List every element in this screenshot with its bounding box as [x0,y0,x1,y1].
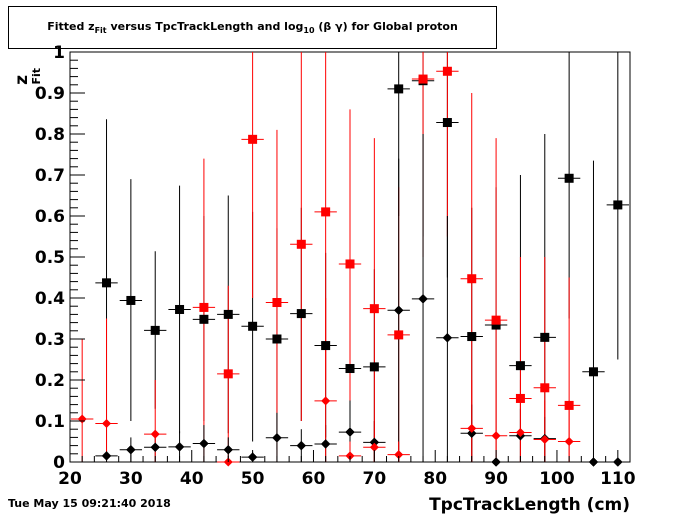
axis-layer: TpcTrackLength (cm) z Fit 20 30 40 50 60 70 80… [12,43,636,514]
data-point-square [126,295,136,305]
data-point-diamond [491,431,501,441]
title-subscript-10: 10 [303,26,315,36]
x-tick-label: 100 [539,469,575,489]
data-point-square [515,361,525,371]
data-point-square [248,321,258,331]
data-point-square [199,314,209,324]
data-point-diamond [320,439,331,449]
y-tick-label: 0.6 [35,207,65,227]
data-point-square [418,74,428,84]
data-point-square [199,302,209,312]
data-point-square [613,200,623,210]
data-point-square [564,173,574,183]
data-point-diamond [272,432,282,443]
x-tick-label: 110 [600,469,636,489]
data-point-square [442,66,452,76]
y-tick-label: 0.1 [35,412,65,432]
data-point-square [272,298,282,308]
title-subscript-fit: Fit [94,26,107,36]
x-tick-label: 40 [180,469,204,489]
data-point-square [345,364,355,374]
data-point-square [588,367,598,377]
data-point-diamond [223,444,234,455]
data-point-diamond [321,396,331,406]
data-point-square [467,274,477,284]
y-tick-label: 0.8 [35,125,65,145]
data-point-square [321,207,331,217]
x-tick-label: 80 [423,469,447,489]
data-point-square [491,315,501,325]
title-middle: versus TpcTrackLength and log [106,20,304,33]
data-point-square [223,309,233,319]
data-point-diamond [418,293,428,304]
data-point-diamond [150,429,160,439]
data-point-square [272,334,282,344]
timestamp: Tue May 15 09:21:40 2018 [8,497,171,510]
data-point-square [150,325,160,335]
title-suffix: (β γ) for Global proton [314,20,458,33]
data-point-square [296,239,306,249]
data-point-diamond [540,434,550,444]
data-point-diamond [394,450,404,460]
y-tick-label: 0.7 [35,166,65,186]
x-tick-label: 60 [302,469,326,489]
y-tick-label: 0.3 [35,330,65,350]
data-point-square [223,369,233,379]
chart-title: Fitted zFit versus TpcTrackLength and lo… [9,20,496,35]
data-point-square [515,393,525,403]
x-tick-label: 20 [58,469,82,489]
y-tick-label: 0.9 [35,84,65,104]
data-point-diamond [442,332,453,343]
y-tick-label: 0.5 [35,248,65,268]
chart-title-box: Fitted zFit versus TpcTrackLength and lo… [8,6,497,49]
x-tick-label: 50 [241,469,265,489]
data-point-diamond [296,440,307,451]
x-tick-label: 70 [363,469,387,489]
data-point-square [564,400,574,410]
data-point-diamond [150,442,161,453]
data-point-diamond [515,427,525,437]
x-axis-title: TpcTrackLength (cm) [429,495,630,514]
data-point-diamond [345,427,355,437]
data-point-square [369,304,379,314]
y-axis-title-main: z [12,75,32,85]
y-tick-label: 1 [53,43,65,63]
y-tick-label: 0.2 [35,371,65,391]
data-point-diamond [345,451,355,461]
error-bar-layer [71,52,629,463]
data-point-diamond [467,423,477,433]
y-tick-label: 0 [53,453,65,473]
x-tick-label: 90 [484,469,508,489]
data-point-square [175,304,185,314]
data-point-square [394,330,404,340]
data-point-square [540,332,550,342]
data-point-diamond [466,428,477,439]
data-point-square [102,278,112,288]
data-point-square [491,320,501,330]
data-point-square [394,84,404,94]
y-axis-title-subscript: Fit [30,68,43,85]
y-tick-label: 0.4 [35,289,65,309]
title-prefix: Fitted z [47,20,95,33]
data-point-square [345,259,355,269]
data-point-square [540,383,550,393]
data-point-diamond [174,441,185,452]
data-point-diamond [102,418,112,428]
data-point-diamond [77,414,87,424]
data-point-diamond [393,305,404,316]
x-tick-label: 30 [119,469,143,489]
data-point-square [296,309,306,319]
data-point-diamond [564,437,574,446]
data-point-square [369,362,379,372]
y-axis-title: z [12,75,32,85]
data-point-square [442,118,452,128]
data-point-diamond [199,438,209,449]
data-point-square [248,134,258,144]
data-point-diamond [369,442,379,452]
data-point-square [467,332,477,342]
data-point-square [321,341,331,351]
